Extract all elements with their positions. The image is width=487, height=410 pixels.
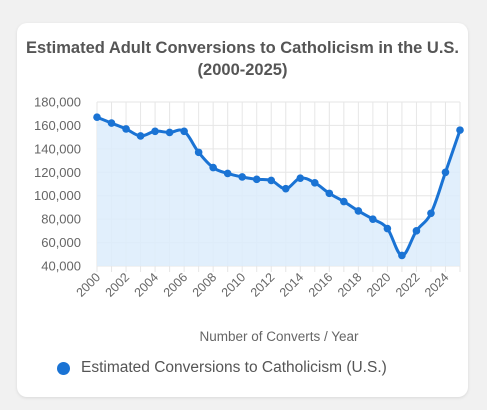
data-point: [238, 173, 246, 181]
x-tick-label: 2014: [277, 270, 307, 300]
data-point: [369, 215, 377, 223]
x-tick-label: 2024: [422, 270, 452, 300]
x-tick-label: 2020: [364, 270, 394, 300]
data-point: [354, 207, 363, 215]
y-tick-label: 180,000: [34, 95, 81, 110]
chart-title: Estimated Adult Conversions to Catholici…: [25, 39, 460, 79]
series-area: [97, 117, 460, 266]
x-tick-label: 2006: [161, 270, 191, 300]
data-point: [267, 176, 276, 185]
data-point: [441, 168, 450, 177]
x-axis-title: Number of Converts / Year: [199, 329, 359, 344]
data-point: [325, 189, 334, 198]
y-tick-label: 80,000: [41, 212, 81, 227]
x-tick-label: 2012: [248, 270, 278, 300]
chart-card: Estimated Adult Conversions to Catholici…: [17, 23, 468, 397]
data-point: [151, 127, 159, 136]
data-point: [194, 148, 203, 157]
x-tick-label: 2008: [190, 270, 220, 300]
data-point: [311, 179, 319, 187]
data-point: [165, 128, 174, 137]
data-point: [281, 184, 290, 193]
data-point: [107, 119, 116, 127]
x-tick-label: 2018: [335, 270, 365, 300]
legend-marker: [57, 361, 70, 375]
data-point: [456, 126, 464, 134]
y-tick-label: 120,000: [34, 165, 81, 180]
data-point: [427, 209, 435, 218]
data-point: [383, 224, 392, 233]
legend-label: Estimated Conversions to Catholicism (U.…: [81, 359, 387, 376]
data-point: [223, 169, 232, 178]
data-point: [296, 174, 305, 182]
data-point: [412, 227, 421, 235]
x-tick-label: 2022: [393, 270, 423, 300]
y-tick-label: 40,000: [41, 259, 81, 274]
y-tick-label: 100,000: [34, 188, 81, 203]
data-point: [93, 113, 101, 122]
line-chart: 40,000 60,000 80,000 100,000 120,000 140,000 1…: [34, 95, 464, 344]
x-tick-label: 2002: [103, 270, 133, 300]
data-point: [252, 175, 261, 184]
data-point: [340, 197, 348, 206]
y-tick-label: 140,000: [34, 141, 81, 156]
data-point: [209, 163, 217, 172]
data-point: [136, 132, 145, 140]
legend[interactable]: Estimated Conversions to Catholicism (U.…: [57, 359, 387, 377]
y-tick-label: 160,000: [34, 118, 81, 133]
x-tick-label: 2004: [132, 270, 162, 300]
x-tick-label: 2010: [219, 270, 249, 300]
x-tick-label: 2000: [74, 270, 104, 300]
data-point: [398, 251, 406, 260]
y-tick-label: 60,000: [41, 235, 81, 250]
data-point: [122, 125, 130, 133]
data-point: [180, 127, 188, 136]
x-tick-label: 2016: [306, 270, 336, 300]
